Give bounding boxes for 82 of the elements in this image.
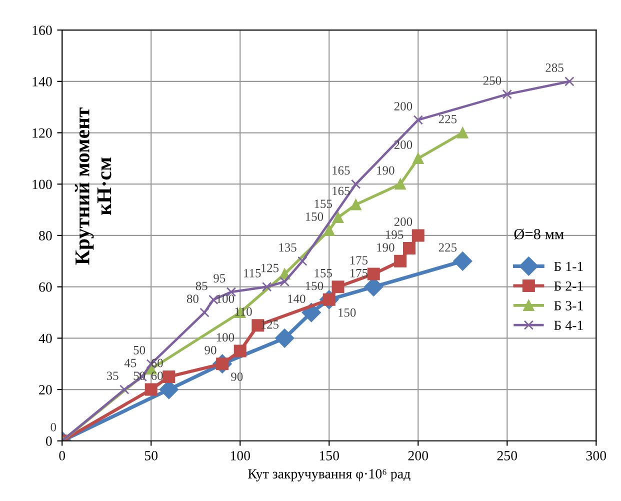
x-tick-label: 200 — [408, 451, 428, 460]
annotation: 150 — [338, 308, 356, 317]
point — [144, 383, 158, 396]
annotation: 100 — [216, 333, 234, 342]
point — [367, 268, 380, 280]
point — [402, 242, 416, 255]
point — [412, 229, 424, 242]
annotation: 140 — [288, 294, 306, 304]
point — [200, 308, 210, 318]
point — [502, 89, 512, 100]
point — [298, 256, 308, 266]
point — [412, 152, 424, 164]
annotation: 190 — [377, 166, 394, 175]
annotation: 90 — [204, 346, 216, 354]
y-tick-label: 100 — [32, 180, 52, 190]
y-tick-label: 60 — [39, 282, 52, 292]
y-tick-label: 140 — [32, 76, 52, 86]
annotation: 175 — [350, 256, 368, 264]
annotation: Ø=8 мм — [514, 228, 564, 240]
annotation: 200 — [394, 218, 412, 226]
annotation: 195 — [386, 230, 404, 239]
x-tick-label: 150 — [320, 451, 340, 460]
annotation: 150 — [306, 212, 324, 221]
annotation: 165 — [332, 166, 350, 175]
legend-label: Б 3-1 — [554, 301, 583, 310]
point — [394, 178, 406, 190]
point — [332, 212, 344, 224]
point — [564, 76, 574, 86]
annotation: 95 — [214, 274, 226, 282]
point — [350, 199, 362, 210]
annotation: 135 — [279, 243, 296, 252]
x-tick-label: 50 — [144, 451, 158, 460]
annotation: 165 — [332, 186, 350, 196]
annotation: 125 — [261, 264, 279, 272]
point — [453, 252, 472, 271]
y-tick-label: 0 — [46, 436, 52, 446]
annotation: 200 — [394, 102, 412, 110]
annotation: 150 — [306, 282, 324, 290]
annotation: 285 — [546, 63, 564, 72]
annotation: 250 — [483, 76, 502, 85]
annotation: 45 — [124, 358, 136, 368]
x-tick-label: 300 — [586, 451, 606, 460]
annotation: 190 — [377, 243, 394, 252]
annotation: 200 — [394, 140, 412, 149]
annotation: 90 — [231, 372, 243, 381]
point — [324, 224, 335, 236]
annotation: 115 — [244, 268, 261, 278]
y-tick-label: 160 — [32, 26, 52, 36]
point — [275, 328, 294, 348]
x-tick-label: 250 — [497, 451, 518, 460]
annotation: 60 — [151, 358, 163, 368]
legend-label: Б 4-1 — [554, 320, 583, 330]
x-tick-label: 100 — [230, 451, 250, 460]
x-axis-title: Кут закручування φ·10⁶ рад — [248, 469, 410, 482]
annotation: 225 — [438, 114, 457, 124]
annotation: 175 — [350, 268, 368, 278]
point — [162, 370, 176, 383]
y-tick-label: 40 — [38, 334, 52, 344]
point — [234, 344, 246, 358]
annotation: 85 — [196, 282, 208, 290]
point — [413, 115, 423, 125]
annotation: 155 — [314, 268, 332, 278]
y-tick-label: 20 — [39, 385, 52, 394]
annotation: 225 — [438, 243, 457, 252]
annotation: 80 — [186, 294, 198, 304]
point — [394, 254, 407, 268]
annotation: 100 — [216, 294, 234, 304]
point — [457, 127, 468, 138]
y-axis-title: Крутний момент кН·см — [74, 107, 112, 265]
point — [350, 179, 361, 189]
y-tick-label: 80 — [39, 231, 52, 240]
y-tick-label: 120 — [32, 128, 52, 138]
annotation: 50 — [134, 346, 146, 354]
legend-label: Б 2-1 — [554, 281, 583, 291]
point — [280, 276, 290, 287]
annotation: 155 — [314, 200, 332, 208]
annotation: 35 — [106, 372, 118, 380]
point — [262, 282, 272, 292]
point — [332, 280, 344, 294]
point — [120, 384, 130, 394]
legend-label: Б 1-1 — [554, 262, 583, 272]
x-tick-label: 0 — [59, 451, 66, 460]
